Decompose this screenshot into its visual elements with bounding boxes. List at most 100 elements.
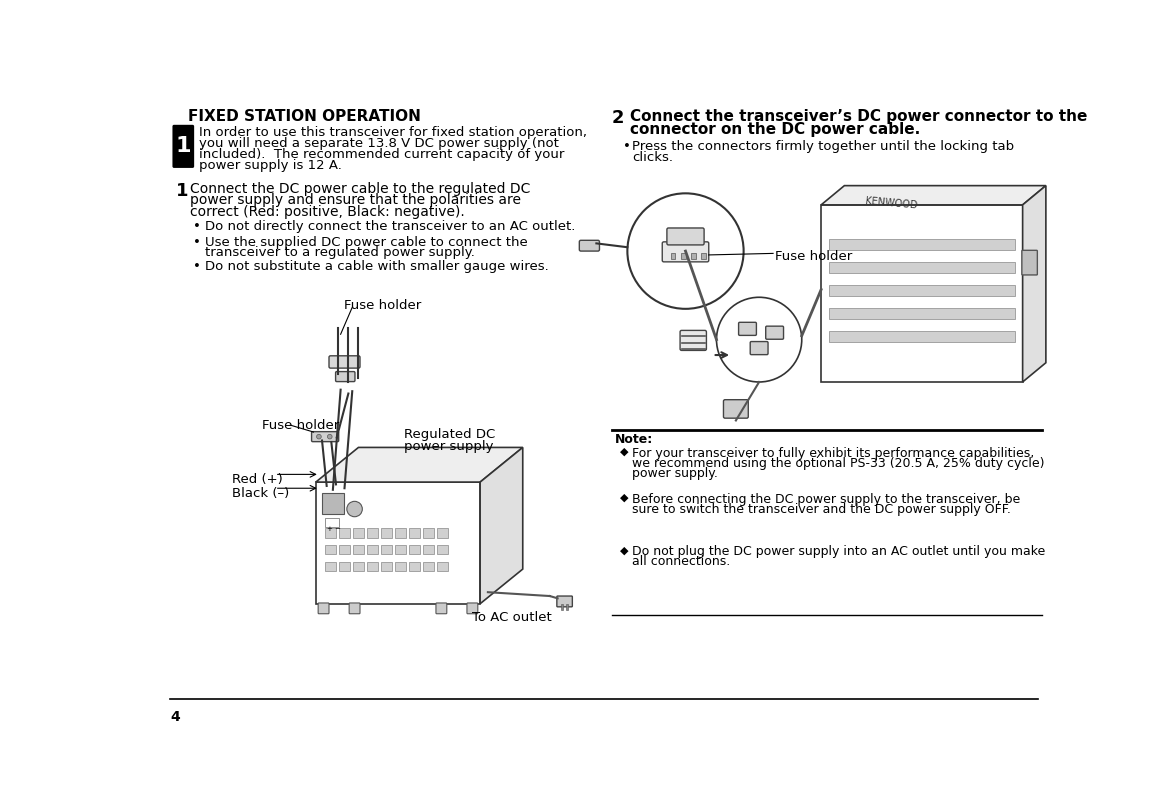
Text: Do not directly connect the transceiver to an AC outlet.: Do not directly connect the transceiver … xyxy=(204,220,576,233)
Text: To AC outlet: To AC outlet xyxy=(472,612,552,625)
Text: •: • xyxy=(194,235,201,248)
Bar xyxy=(423,562,434,571)
Text: sure to switch the transceiver and the DC power supply OFF.: sure to switch the transceiver and the D… xyxy=(632,503,1010,516)
Bar xyxy=(828,285,1015,296)
Polygon shape xyxy=(481,447,523,604)
FancyBboxPatch shape xyxy=(663,242,709,262)
Bar xyxy=(395,528,405,537)
Text: Note:: Note: xyxy=(615,433,653,446)
Text: Fuse holder: Fuse holder xyxy=(774,249,852,263)
Bar xyxy=(395,562,405,571)
Bar xyxy=(423,545,434,554)
Bar xyxy=(325,518,340,527)
Bar xyxy=(381,562,391,571)
Text: 1: 1 xyxy=(175,182,188,200)
Text: Fuse holder: Fuse holder xyxy=(344,299,422,311)
Text: transceiver to a regulated power supply.: transceiver to a regulated power supply. xyxy=(204,247,475,260)
Text: •: • xyxy=(194,260,201,273)
Bar xyxy=(701,252,706,259)
FancyBboxPatch shape xyxy=(436,603,446,614)
Circle shape xyxy=(328,434,333,439)
Text: power supply.: power supply. xyxy=(632,467,718,480)
Bar xyxy=(680,252,685,259)
Bar xyxy=(437,545,448,554)
FancyBboxPatch shape xyxy=(329,356,360,368)
Text: Press the connectors firmly together until the locking tab: Press the connectors firmly together unt… xyxy=(632,140,1014,153)
Bar xyxy=(409,545,419,554)
Bar xyxy=(566,604,569,610)
Bar xyxy=(367,545,378,554)
FancyBboxPatch shape xyxy=(349,603,360,614)
Bar xyxy=(381,545,391,554)
Bar xyxy=(828,331,1015,342)
Bar xyxy=(671,252,676,259)
FancyBboxPatch shape xyxy=(579,240,599,251)
Text: clicks.: clicks. xyxy=(632,151,673,164)
FancyBboxPatch shape xyxy=(724,400,748,418)
Polygon shape xyxy=(1022,185,1046,382)
Bar xyxy=(325,545,336,554)
FancyBboxPatch shape xyxy=(557,596,572,607)
FancyBboxPatch shape xyxy=(173,125,194,168)
FancyBboxPatch shape xyxy=(1022,250,1038,275)
Text: all connections.: all connections. xyxy=(632,555,731,568)
Text: Regulated DC: Regulated DC xyxy=(403,428,495,441)
Polygon shape xyxy=(821,185,1046,205)
Bar xyxy=(325,562,336,571)
Text: correct (Red: positive, Black: negative).: correct (Red: positive, Black: negative)… xyxy=(190,205,465,219)
Text: included).  The recommended current capacity of your: included). The recommended current capac… xyxy=(199,148,564,161)
Text: •: • xyxy=(623,140,631,153)
Bar xyxy=(828,262,1015,273)
Bar xyxy=(437,562,448,571)
Bar xyxy=(367,562,378,571)
Text: Before connecting the DC power supply to the transceiver, be: Before connecting the DC power supply to… xyxy=(632,493,1020,506)
Bar xyxy=(828,308,1015,319)
FancyBboxPatch shape xyxy=(766,326,784,339)
Text: ◆: ◆ xyxy=(619,447,629,456)
Circle shape xyxy=(347,502,362,517)
Text: For your transceiver to fully exhibit its performance capabilities,: For your transceiver to fully exhibit it… xyxy=(632,447,1034,460)
Text: Do not plug the DC power supply into an AC outlet until you make: Do not plug the DC power supply into an … xyxy=(632,545,1046,558)
FancyBboxPatch shape xyxy=(680,330,706,350)
FancyBboxPatch shape xyxy=(739,322,757,336)
Ellipse shape xyxy=(725,400,747,410)
FancyBboxPatch shape xyxy=(466,603,478,614)
FancyBboxPatch shape xyxy=(336,371,355,382)
Bar xyxy=(352,528,364,537)
Text: connector on the DC power cable.: connector on the DC power cable. xyxy=(631,121,921,137)
Text: Fuse holder: Fuse holder xyxy=(262,419,338,432)
Polygon shape xyxy=(316,447,523,482)
Bar xyxy=(325,528,336,537)
Bar xyxy=(381,528,391,537)
Text: Black (–): Black (–) xyxy=(233,487,289,500)
Bar xyxy=(340,528,350,537)
Text: Use the supplied DC power cable to connect the: Use the supplied DC power cable to conne… xyxy=(204,235,528,248)
Bar xyxy=(322,493,344,515)
Circle shape xyxy=(316,434,321,439)
FancyBboxPatch shape xyxy=(318,603,329,614)
Text: KENWOOD: KENWOOD xyxy=(865,196,918,210)
Bar xyxy=(340,562,350,571)
Bar xyxy=(367,528,378,537)
Text: 1: 1 xyxy=(175,137,192,156)
Polygon shape xyxy=(316,482,481,604)
Text: power supply: power supply xyxy=(404,440,494,453)
Text: ◆: ◆ xyxy=(619,545,629,555)
Text: 4: 4 xyxy=(170,710,180,724)
Text: we recommend using the optional PS-33 (20.5 A, 25% duty cycle): we recommend using the optional PS-33 (2… xyxy=(632,456,1045,470)
Bar xyxy=(828,239,1015,249)
Text: −: − xyxy=(334,526,340,532)
Bar xyxy=(395,545,405,554)
Bar xyxy=(352,562,364,571)
Text: Do not substitute a cable with smaller gauge wires.: Do not substitute a cable with smaller g… xyxy=(204,260,549,273)
Text: power supply is 12 A.: power supply is 12 A. xyxy=(199,159,342,172)
Polygon shape xyxy=(821,205,1022,382)
Text: Red (+): Red (+) xyxy=(233,472,283,486)
FancyBboxPatch shape xyxy=(311,432,338,442)
Circle shape xyxy=(627,193,744,309)
FancyBboxPatch shape xyxy=(750,341,768,354)
Text: power supply and ensure that the polarities are: power supply and ensure that the polarit… xyxy=(190,193,522,207)
Bar xyxy=(340,545,350,554)
Bar xyxy=(560,604,563,610)
Bar xyxy=(352,545,364,554)
